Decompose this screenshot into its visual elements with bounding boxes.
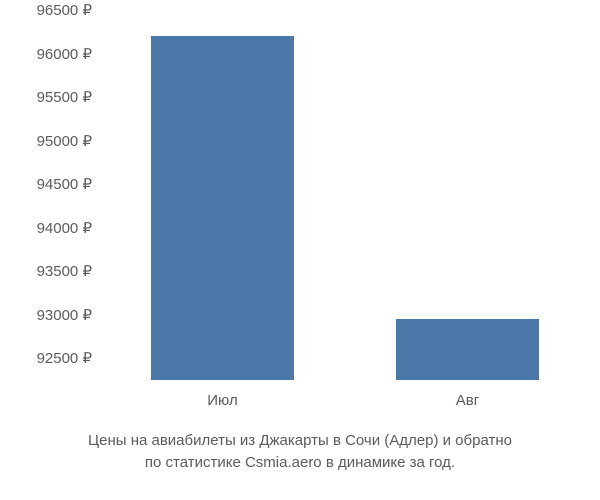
caption-line-2: по статистике Csmia.aero в динамике за г… [145, 454, 455, 471]
xtick-label: Авг [456, 392, 479, 409]
chart-caption: Цены на авиабилеты из Джакарты в Сочи (А… [0, 430, 600, 474]
price-bar-chart: 92500 ₽ 93000 ₽ 93500 ₽ 94000 ₽ 94500 ₽ 95000… [0, 0, 600, 420]
caption-line-1: Цены на авиабилеты из Джакарты в Сочи (А… [88, 432, 512, 449]
xtick-label: Июл [207, 392, 237, 409]
bar [396, 319, 538, 380]
bar [151, 36, 293, 380]
ytick-label: 93500 ₽ [0, 262, 92, 280]
ytick-label: 96000 ₽ [0, 45, 92, 63]
ytick-label: 95000 ₽ [0, 132, 92, 150]
ytick-label: 92500 ₽ [0, 349, 92, 367]
ytick-label: 94500 ₽ [0, 175, 92, 193]
ytick-label: 94000 ₽ [0, 219, 92, 237]
plot-area [100, 10, 590, 380]
ytick-label: 96500 ₽ [0, 1, 92, 19]
ytick-label: 93000 ₽ [0, 306, 92, 324]
ytick-label: 95500 ₽ [0, 88, 92, 106]
